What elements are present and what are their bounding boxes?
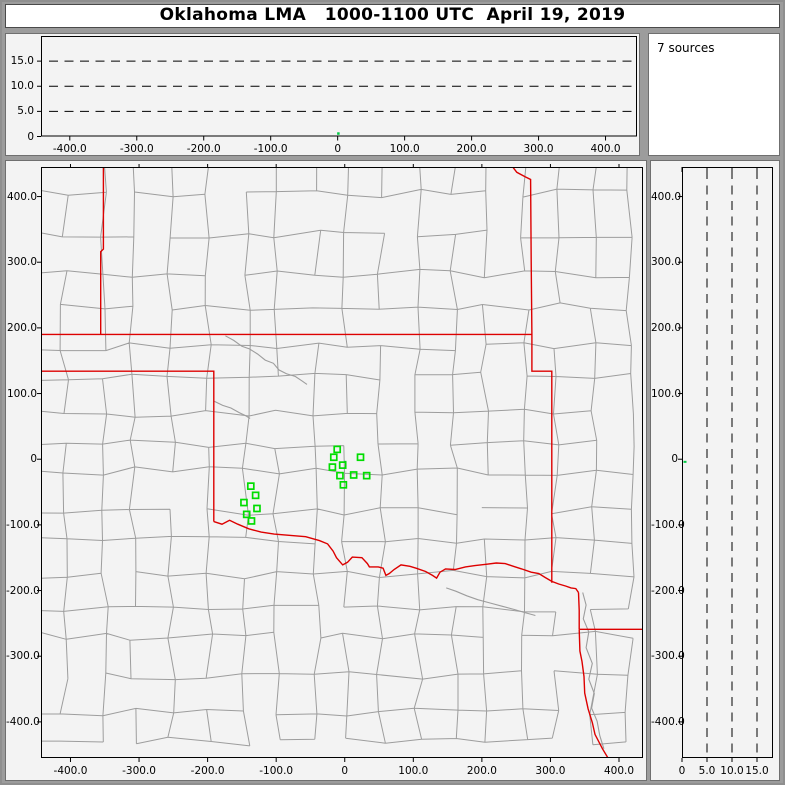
tick-label: 15.0 bbox=[745, 765, 769, 777]
tick-label: -200.0 bbox=[186, 142, 221, 155]
tick-label: -100.0 bbox=[253, 142, 288, 155]
tick-label: -200.0 bbox=[190, 765, 225, 777]
tick-label: -200.0 bbox=[6, 584, 40, 597]
tick-label: 5.0 bbox=[17, 105, 34, 118]
tick-marks bbox=[37, 164, 620, 762]
tick-label: 200.0 bbox=[466, 765, 497, 777]
tick-label: -300.0 bbox=[122, 765, 156, 777]
altitude-ns-plot[interactable] bbox=[678, 167, 773, 762]
tick-label: 10.0 bbox=[720, 765, 744, 777]
tick-label: -400.0 bbox=[651, 715, 685, 728]
tick-label: 0 bbox=[27, 130, 34, 143]
tick-label: 10.0 bbox=[10, 80, 34, 93]
tick-label: 200.0 bbox=[6, 321, 37, 334]
tick-label: -200.0 bbox=[651, 584, 685, 597]
tick-label: -400.0 bbox=[53, 765, 88, 777]
tick-label: 0 bbox=[671, 453, 678, 466]
tick-label: 200.0 bbox=[651, 321, 682, 334]
tick-marks bbox=[678, 167, 758, 762]
source-points bbox=[337, 132, 340, 135]
county-lines bbox=[41, 167, 635, 747]
dashed-gridlines bbox=[49, 60, 633, 112]
tick-label: 300.0 bbox=[523, 142, 554, 155]
tick-label: 100.0 bbox=[398, 765, 429, 777]
tick-marks bbox=[37, 60, 607, 141]
tick-label: 100.0 bbox=[6, 387, 37, 400]
altitude-ns-panel: 0 5.0 10.0 15.0 400.0 300.0 200.0 100.0 0 -100.0 -… bbox=[650, 160, 780, 781]
tick-label: 0 bbox=[334, 142, 341, 155]
tick-label: 400.0 bbox=[590, 142, 621, 155]
page-title: Oklahoma LMA 1000-1100 UTC April 19, 201… bbox=[159, 5, 626, 25]
tick-label: 300.0 bbox=[6, 256, 37, 269]
altitude-ew-panel: -400.0 -300.0 -200.0 -100.0 0 100.0 200.0 300.0… bbox=[5, 33, 640, 156]
tick-label: 100.0 bbox=[389, 142, 420, 155]
river-lines bbox=[214, 335, 605, 749]
tick-label: 300.0 bbox=[651, 256, 682, 269]
tick-label: 300.0 bbox=[535, 765, 566, 777]
dashed-gridlines bbox=[706, 170, 758, 755]
tick-label: -100.0 bbox=[6, 518, 40, 531]
tick-label: 200.0 bbox=[456, 142, 487, 155]
tick-label: -100.0 bbox=[651, 518, 685, 531]
sources-count-label: 7 sources bbox=[657, 41, 715, 55]
station-markers bbox=[240, 445, 371, 525]
tick-label: -100.0 bbox=[259, 765, 294, 777]
tick-label: 15.0 bbox=[10, 55, 34, 68]
tick-label: 0 bbox=[30, 453, 37, 466]
tick-label: -300.0 bbox=[651, 650, 685, 663]
tick-label: 5.0 bbox=[698, 765, 716, 777]
tick-label: 0 bbox=[678, 765, 686, 777]
tick-label: 400.0 bbox=[6, 190, 37, 203]
title-bar: Oklahoma LMA 1000-1100 UTC April 19, 201… bbox=[5, 4, 780, 28]
tick-label: -300.0 bbox=[6, 650, 40, 663]
plan-view-map-plot[interactable] bbox=[37, 164, 643, 762]
altitude-ew-plot[interactable] bbox=[37, 36, 637, 141]
tick-label: -400.0 bbox=[52, 142, 87, 155]
tick-label: 400.0 bbox=[603, 765, 635, 777]
map-panel: -400.0 -300.0 -200.0 -100.0 0 100.0 200.0 300.0… bbox=[5, 160, 647, 781]
tick-label: -400.0 bbox=[6, 715, 40, 728]
source-points bbox=[683, 460, 687, 463]
tick-label: 400.0 bbox=[651, 190, 682, 203]
sources-count-panel: 7 sources bbox=[648, 33, 780, 156]
tick-label: -300.0 bbox=[119, 142, 154, 155]
tick-label: 0 bbox=[341, 765, 349, 777]
state-borders bbox=[41, 167, 643, 758]
tick-label: 100.0 bbox=[651, 387, 682, 400]
